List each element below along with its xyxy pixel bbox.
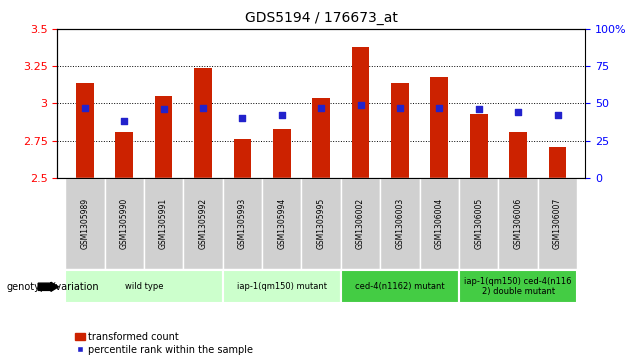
Bar xyxy=(301,178,341,269)
Point xyxy=(474,106,484,112)
Bar xyxy=(194,68,212,178)
Bar xyxy=(115,132,133,178)
Text: GSM1305995: GSM1305995 xyxy=(317,197,326,249)
Bar xyxy=(391,83,409,178)
Bar xyxy=(183,178,223,269)
Text: genotype/variation: genotype/variation xyxy=(6,282,99,292)
Bar xyxy=(509,132,527,178)
Point xyxy=(553,113,563,118)
Bar xyxy=(76,83,93,178)
Text: wild type: wild type xyxy=(125,282,163,291)
Bar xyxy=(223,270,341,303)
Bar xyxy=(431,77,448,178)
Text: GSM1305992: GSM1305992 xyxy=(198,198,207,249)
Point xyxy=(395,105,405,111)
Bar xyxy=(499,178,538,269)
Bar xyxy=(470,114,488,178)
Point xyxy=(119,118,129,124)
Text: GSM1305993: GSM1305993 xyxy=(238,197,247,249)
Bar xyxy=(341,178,380,269)
Bar xyxy=(341,270,459,303)
Title: GDS5194 / 176673_at: GDS5194 / 176673_at xyxy=(245,11,398,25)
Bar xyxy=(352,47,370,178)
Text: iap-1(qm150) mutant: iap-1(qm150) mutant xyxy=(237,282,327,291)
Point xyxy=(356,102,366,108)
Point xyxy=(198,105,208,111)
Bar xyxy=(155,96,172,178)
Text: GSM1305994: GSM1305994 xyxy=(277,197,286,249)
Bar xyxy=(65,270,223,303)
Point xyxy=(237,115,247,121)
Bar xyxy=(459,178,499,269)
Bar xyxy=(223,178,262,269)
Text: iap-1(qm150) ced-4(n116
2) double mutant: iap-1(qm150) ced-4(n116 2) double mutant xyxy=(464,277,572,297)
Text: GSM1306003: GSM1306003 xyxy=(396,197,404,249)
Bar xyxy=(380,178,420,269)
Bar xyxy=(104,178,144,269)
Bar xyxy=(65,178,104,269)
Point xyxy=(80,105,90,111)
Text: GSM1306005: GSM1306005 xyxy=(474,197,483,249)
Bar xyxy=(312,98,330,178)
Text: GSM1305990: GSM1305990 xyxy=(120,197,128,249)
Text: GSM1306006: GSM1306006 xyxy=(514,197,523,249)
Bar xyxy=(262,178,301,269)
Point xyxy=(277,113,287,118)
Text: GSM1305989: GSM1305989 xyxy=(80,198,89,249)
Point xyxy=(434,105,445,111)
Bar xyxy=(538,178,577,269)
Text: GSM1305991: GSM1305991 xyxy=(159,198,168,249)
Point xyxy=(513,110,523,115)
Bar xyxy=(459,270,577,303)
Bar xyxy=(273,129,291,178)
Text: ced-4(n1162) mutant: ced-4(n1162) mutant xyxy=(355,282,445,291)
Legend: transformed count, percentile rank within the sample: transformed count, percentile rank withi… xyxy=(75,331,253,355)
Bar xyxy=(233,139,251,178)
Bar xyxy=(549,147,567,178)
Point xyxy=(158,106,169,112)
Bar xyxy=(420,178,459,269)
Bar xyxy=(144,178,183,269)
Point xyxy=(316,105,326,111)
Text: GSM1306002: GSM1306002 xyxy=(356,198,365,249)
Text: GSM1306004: GSM1306004 xyxy=(435,197,444,249)
Text: GSM1306007: GSM1306007 xyxy=(553,197,562,249)
